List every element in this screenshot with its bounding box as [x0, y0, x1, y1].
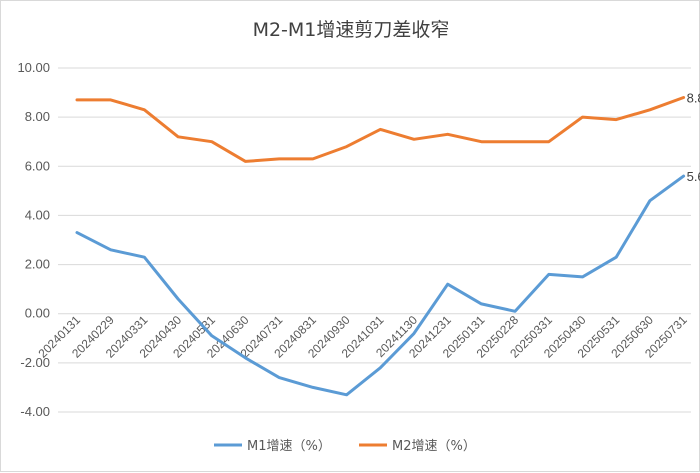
legend-label: M1增速（%）: [247, 439, 331, 454]
series-line-1: [75, 174, 686, 397]
legend-label: M2增速（%）: [392, 439, 476, 454]
x-axis-ticks: 2024013120240229202403312024043020240531…: [35, 313, 689, 361]
data-label: 8.80: [687, 90, 700, 105]
y-tick-label: 0.00: [25, 306, 50, 321]
y-tick-label: 6.00: [25, 158, 50, 173]
series-lines: [75, 96, 686, 397]
data-labels: 5.60 8.80: [687, 90, 700, 184]
y-axis-ticks: 10.00 8.00 6.00 4.00 2.00 0.00 -2.00 -4.00: [17, 60, 50, 419]
series-line-2: [75, 96, 686, 163]
legend: M1增速（%） M2增速（%）: [214, 439, 476, 454]
gridlines: [58, 67, 691, 413]
y-tick-label: 4.00: [25, 207, 50, 222]
y-tick-label: -4.00: [20, 404, 50, 419]
y-tick-label: -2.00: [20, 355, 50, 370]
y-tick-label: 2.00: [25, 257, 50, 272]
y-tick-label: 10.00: [17, 60, 50, 75]
chart-title: M2-M1增速剪刀差收窄: [253, 19, 450, 41]
y-tick-label: 8.00: [25, 109, 50, 124]
data-label: 5.60: [687, 169, 700, 184]
